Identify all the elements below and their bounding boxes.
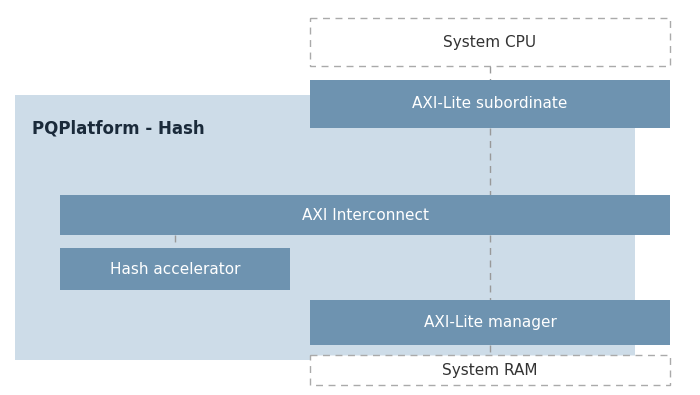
Text: Hash accelerator: Hash accelerator [110,261,240,276]
Text: System CPU: System CPU [443,34,537,49]
Text: System RAM: System RAM [442,363,538,378]
Text: AXI-Lite manager: AXI-Lite manager [424,315,556,330]
Bar [310,80,670,128]
Text: AXI-Lite subordinate: AXI-Lite subordinate [412,96,568,111]
Bar [310,18,670,66]
Bar [60,195,670,235]
Bar [60,248,290,290]
Text: AXI Interconnect: AXI Interconnect [302,207,428,222]
Text: PQPlatform - Hash: PQPlatform - Hash [32,120,204,138]
Bar [310,300,670,345]
Bar [15,95,635,360]
Bar [310,355,670,385]
